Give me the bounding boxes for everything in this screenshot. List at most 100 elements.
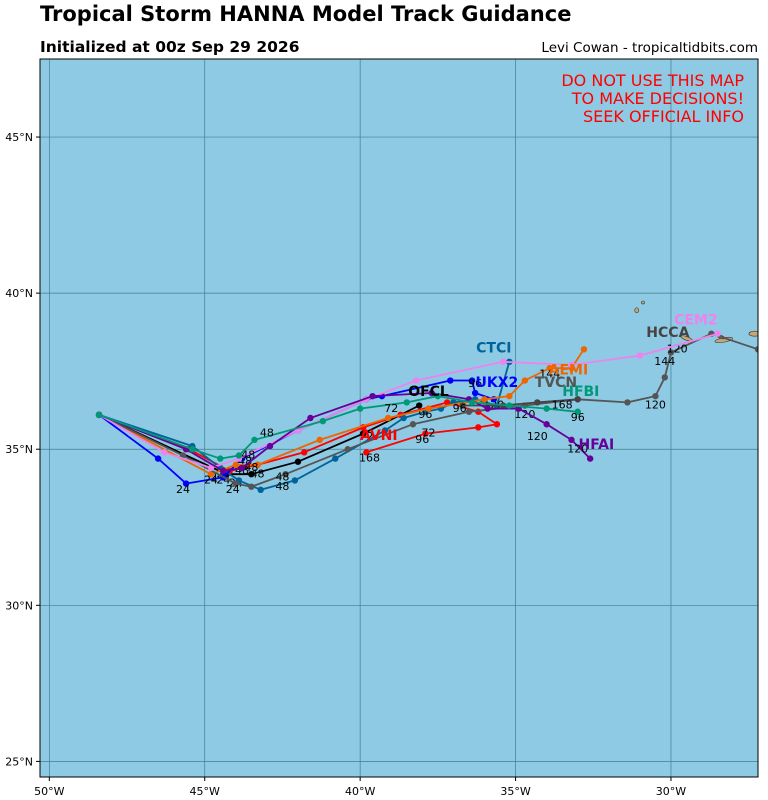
track-point — [232, 461, 240, 469]
track-point — [580, 346, 588, 353]
forecast-hour-label: 144 — [539, 367, 560, 380]
track-point — [384, 414, 392, 422]
track-point — [266, 442, 274, 450]
track-point — [428, 389, 435, 397]
track-point — [475, 424, 482, 431]
track-point — [207, 464, 215, 472]
forecast-hour-label: 48 — [241, 449, 255, 462]
track-point — [543, 421, 550, 428]
track-point — [291, 477, 299, 484]
track-point — [754, 346, 758, 353]
ocean-background — [40, 59, 758, 777]
page-title: Tropical Storm HANNA Model Track Guidanc… — [40, 2, 572, 26]
track-point — [412, 377, 420, 384]
track-point — [217, 455, 224, 462]
track-point — [416, 402, 423, 409]
track-point — [307, 414, 314, 422]
track-point — [344, 446, 351, 453]
track-point — [434, 392, 442, 400]
forecast-hour-label: 168 — [552, 399, 573, 412]
model-label-ctci: CTCI — [476, 340, 511, 356]
track-aemi: 24 48 144 — [95, 346, 588, 487]
warning-line-2: TO MAKE DECISIONS! — [571, 89, 744, 108]
disclaimer-warning: DO NOT USE THIS MAP TO MAKE DECISIONS! S… — [561, 72, 744, 126]
track-point — [568, 436, 575, 444]
latitude-tick-label: 40°N — [5, 287, 33, 300]
init-time-subtitle: Initialized at 00z Sep 29 2026 — [40, 38, 300, 56]
latitude-tick-label: 25°N — [5, 755, 33, 768]
longitude-tick-label: 30°W — [656, 785, 686, 798]
track-point — [300, 449, 308, 456]
track-point — [189, 446, 196, 453]
track-point — [232, 480, 240, 487]
forecast-hour-label: 168 — [359, 452, 380, 465]
track-point — [493, 421, 501, 428]
forecast-hour-label: 48 — [251, 467, 265, 480]
forecast-hour-label: 120 — [527, 430, 548, 443]
track-point — [624, 399, 631, 406]
latitude-tick-label: 45°N — [5, 131, 33, 144]
track-point — [534, 399, 541, 406]
track-point — [586, 455, 594, 462]
warning-line-1: DO NOT USE THIS MAP — [561, 71, 744, 90]
forecast-hour-label: 72 — [422, 427, 436, 440]
track-point — [636, 352, 644, 359]
forecast-hour-label: 96 — [453, 402, 467, 415]
track-point — [251, 436, 258, 444]
track-point — [95, 411, 103, 419]
track-point — [465, 408, 473, 415]
forecast-hour-label: 48 — [275, 470, 289, 483]
forecast-hour-label: 24 — [204, 474, 218, 487]
track-point — [506, 402, 513, 409]
latitude-tick-label: 35°N — [5, 443, 33, 456]
track-point — [652, 392, 659, 400]
track-point — [574, 408, 581, 415]
forecast-hour-label: 24 — [176, 483, 190, 496]
track-point — [356, 405, 364, 412]
track-point — [459, 402, 466, 409]
track-point — [422, 430, 429, 437]
longitude-tick-label: 50°W — [34, 785, 64, 798]
track-point — [182, 480, 190, 487]
track-point — [499, 358, 507, 366]
forecast-hour-label: 144 — [654, 355, 675, 368]
track-point — [363, 449, 370, 456]
track-point — [257, 486, 264, 493]
forecast-hour-label: 48 — [275, 480, 289, 493]
track-point — [360, 430, 367, 437]
map-frame — [39, 58, 759, 778]
longitude-tick-label: 45°W — [190, 785, 220, 798]
track-point — [403, 399, 410, 406]
forecast-hour-label: 96 — [571, 411, 585, 424]
longitude-tick-label: 35°W — [500, 785, 530, 798]
model-label-hfai: HFAI — [579, 437, 615, 453]
track-point — [481, 396, 488, 403]
forecast-hour-label: 96 — [468, 377, 482, 390]
forecast-hour-label: 120 — [645, 399, 666, 412]
forecast-hour-label: 72 — [384, 402, 398, 415]
track-point — [254, 461, 261, 469]
forecast-hour-label: 48 — [260, 427, 274, 440]
track-point — [161, 449, 168, 456]
track-point — [425, 405, 432, 412]
model-label-ofcl: OFCL — [408, 384, 449, 400]
track-point — [484, 405, 491, 412]
track-point — [546, 364, 553, 372]
track-point — [714, 330, 721, 337]
track-point — [447, 377, 454, 384]
track-point — [319, 417, 327, 425]
track-point — [521, 377, 529, 384]
track-line — [98, 404, 420, 476]
track-point — [667, 349, 675, 356]
track-point — [381, 427, 389, 434]
credit-text: Levi Cowan - tropicaltidbits.com — [541, 40, 758, 56]
model-label-hcca: HCCA — [646, 325, 689, 341]
model-label-tvcn: TVCN — [535, 375, 577, 391]
track-point — [332, 455, 339, 462]
island-shape — [748, 330, 758, 337]
track-point — [409, 421, 417, 428]
island-shape — [641, 300, 645, 305]
track-point — [543, 405, 550, 412]
